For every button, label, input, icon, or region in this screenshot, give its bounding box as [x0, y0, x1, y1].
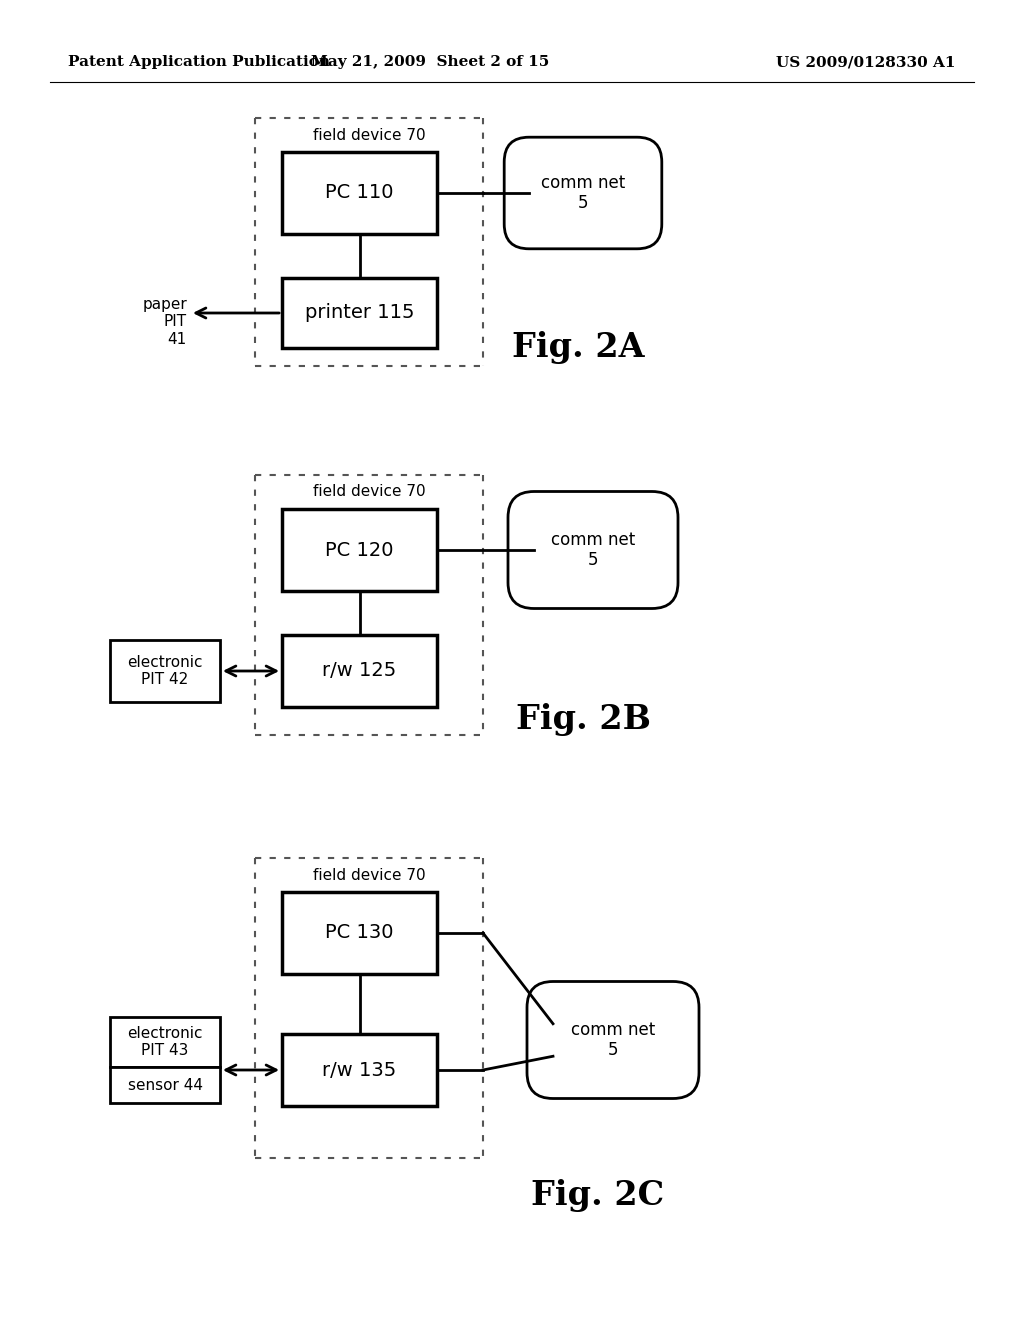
- Text: electronic
PIT 43: electronic PIT 43: [127, 1026, 203, 1059]
- Bar: [110, 1067, 220, 1104]
- Text: May 21, 2009  Sheet 2 of 15: May 21, 2009 Sheet 2 of 15: [311, 55, 549, 69]
- Text: field device 70: field device 70: [312, 128, 425, 143]
- Bar: [282, 1034, 437, 1106]
- Text: paper
PIT
41: paper PIT 41: [142, 297, 187, 347]
- Text: Fig. 2B: Fig. 2B: [515, 704, 650, 737]
- Bar: [282, 892, 437, 974]
- FancyBboxPatch shape: [527, 982, 699, 1098]
- Text: Fig. 2A: Fig. 2A: [512, 331, 644, 364]
- Text: Fig. 2C: Fig. 2C: [531, 1180, 665, 1213]
- Bar: [282, 635, 437, 708]
- Text: PC 130: PC 130: [326, 924, 394, 942]
- FancyBboxPatch shape: [508, 491, 678, 609]
- Text: Patent Application Publication: Patent Application Publication: [68, 55, 330, 69]
- Text: r/w 135: r/w 135: [323, 1060, 396, 1080]
- Bar: [282, 510, 437, 591]
- Text: comm net
5: comm net 5: [551, 531, 635, 569]
- Text: PC 110: PC 110: [326, 183, 394, 202]
- Text: comm net
5: comm net 5: [541, 174, 625, 213]
- Text: electronic
PIT 42: electronic PIT 42: [127, 655, 203, 688]
- Text: comm net
5: comm net 5: [570, 1020, 655, 1060]
- Bar: [282, 152, 437, 234]
- Text: US 2009/0128330 A1: US 2009/0128330 A1: [776, 55, 956, 69]
- FancyBboxPatch shape: [504, 137, 662, 248]
- Text: field device 70: field device 70: [312, 867, 425, 883]
- Bar: [110, 1016, 220, 1067]
- Text: PC 120: PC 120: [326, 540, 394, 560]
- Text: printer 115: printer 115: [305, 304, 415, 322]
- Text: r/w 125: r/w 125: [323, 661, 396, 681]
- Text: field device 70: field device 70: [312, 484, 425, 499]
- Bar: [110, 640, 220, 702]
- Text: sensor 44: sensor 44: [128, 1077, 203, 1093]
- Bar: [282, 279, 437, 348]
